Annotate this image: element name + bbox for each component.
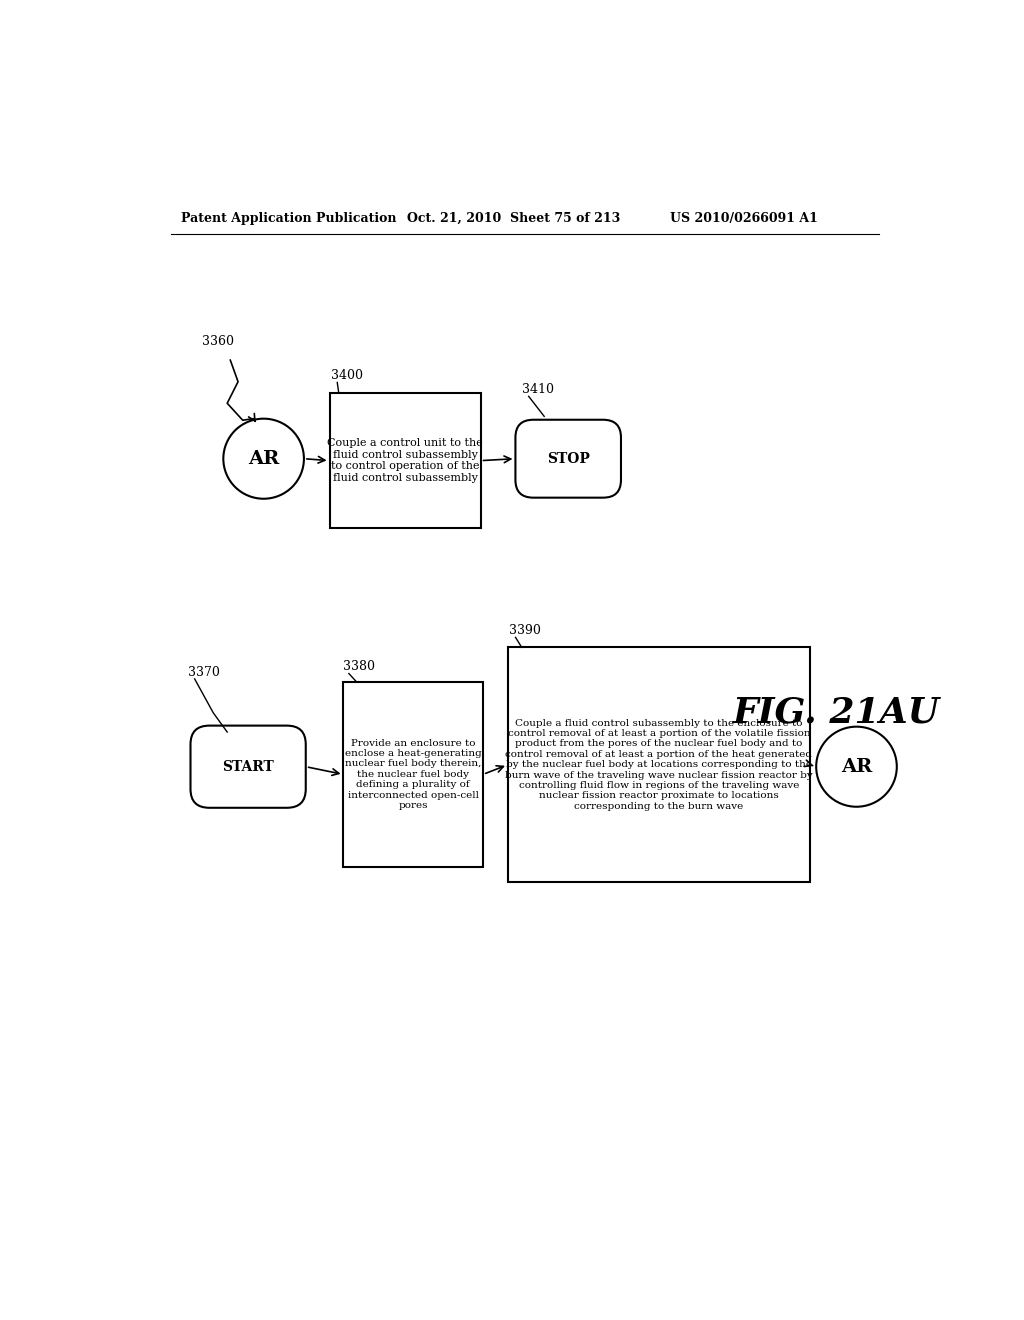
Text: 3380: 3380: [343, 660, 376, 673]
Circle shape: [223, 418, 304, 499]
Text: AR: AR: [841, 758, 872, 776]
Text: Patent Application Publication: Patent Application Publication: [180, 213, 396, 224]
Circle shape: [816, 726, 897, 807]
Text: FIG. 21AU: FIG. 21AU: [732, 696, 940, 730]
Text: US 2010/0266091 A1: US 2010/0266091 A1: [671, 213, 818, 224]
Text: START: START: [222, 760, 274, 774]
Text: 3410: 3410: [521, 383, 554, 396]
Text: 3390: 3390: [509, 624, 541, 638]
Text: Couple a fluid control subassembly to the enclosure to
control removal of at lea: Couple a fluid control subassembly to th…: [505, 718, 813, 810]
Bar: [330, 393, 480, 528]
Text: Couple a control unit to the
fluid control subassembly
to control operation of t: Couple a control unit to the fluid contr…: [328, 438, 483, 483]
Text: Provide an enclosure to
enclose a heat-generating
nuclear fuel body therein,
the: Provide an enclosure to enclose a heat-g…: [345, 739, 481, 810]
Text: STOP: STOP: [547, 451, 590, 466]
Text: 3370: 3370: [188, 667, 220, 680]
Text: Oct. 21, 2010  Sheet 75 of 213: Oct. 21, 2010 Sheet 75 of 213: [407, 213, 621, 224]
FancyBboxPatch shape: [190, 726, 306, 808]
Text: AR: AR: [248, 450, 280, 467]
Text: 3400: 3400: [331, 370, 364, 381]
Bar: [508, 647, 810, 882]
Text: 3360: 3360: [202, 335, 233, 348]
FancyBboxPatch shape: [515, 420, 621, 498]
Bar: [343, 682, 483, 867]
